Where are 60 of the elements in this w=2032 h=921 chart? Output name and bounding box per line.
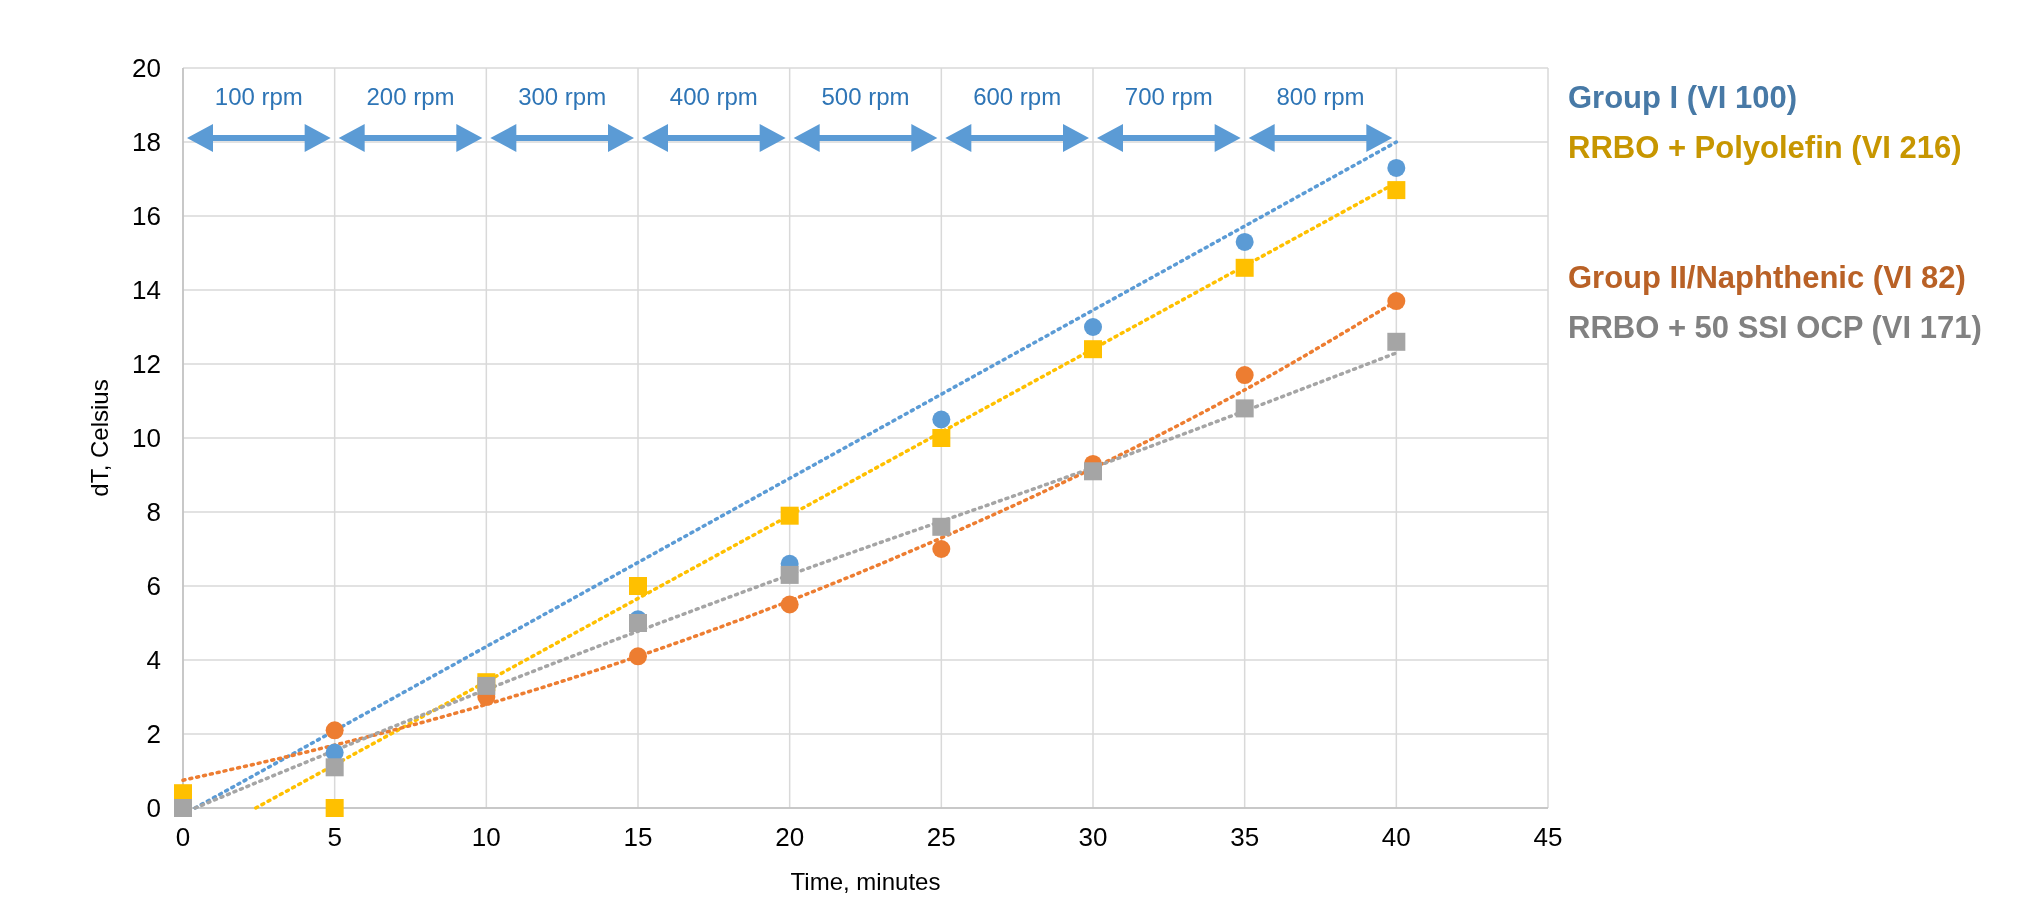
point: [1235, 258, 1254, 277]
annotation: 400 rpm: [669, 83, 758, 110]
y-tick-label: 16: [132, 201, 161, 231]
annotation: 200 rpm: [366, 83, 455, 110]
point: [1387, 332, 1406, 351]
text: Group II/Naphthenic (VI 82): [1568, 260, 1966, 295]
x-tick-label: 25: [926, 822, 956, 852]
y-tick-label: 14: [132, 275, 161, 305]
point: [325, 758, 344, 777]
point: [932, 410, 951, 429]
annotation: 300 rpm: [518, 83, 607, 110]
point: [1387, 158, 1406, 177]
y-tick-label: 12: [132, 349, 161, 379]
text: RRBO + Polyolefin (VI 216): [1568, 130, 1962, 165]
x-axis-title: Time, minutes: [790, 868, 941, 895]
point: [1084, 462, 1102, 481]
point: [174, 799, 192, 817]
point: [325, 799, 344, 817]
point: [325, 721, 344, 740]
annotation: 500 rpm: [821, 83, 910, 110]
y-tick-label: 10: [132, 423, 161, 453]
point: [629, 614, 647, 632]
point: [932, 429, 951, 447]
y-tick-label: 8: [146, 497, 161, 527]
text: Group I (VI 100): [1568, 80, 1798, 115]
x-tick-label: 10: [471, 822, 501, 852]
x-tick-label: 45: [1533, 822, 1563, 852]
point: [1387, 181, 1406, 200]
point: [1084, 318, 1102, 336]
point: [932, 517, 951, 536]
y-tick-label: 20: [132, 53, 161, 83]
annotation: 100 rpm: [214, 83, 303, 110]
x-tick-label: 20: [775, 822, 805, 852]
point: [780, 565, 799, 584]
x-tick-label: 0: [175, 822, 191, 852]
point: [780, 506, 799, 525]
y-axis-title: dT, Celsius: [86, 379, 113, 497]
annotation: 600 rpm: [973, 83, 1062, 110]
point: [1235, 399, 1254, 418]
x-tick-label: 5: [327, 822, 342, 852]
y-tick-label: 4: [146, 645, 161, 675]
text: RRBO + 50 SSI OCP (VI 171): [1568, 310, 1982, 345]
point: [1084, 340, 1102, 359]
point: [932, 540, 951, 558]
point: [629, 577, 647, 595]
x-tick-label: 40: [1381, 822, 1411, 852]
annotation: 800 rpm: [1276, 83, 1365, 110]
y-tick-label: 0: [146, 793, 161, 823]
y-tick-label: 6: [146, 571, 161, 601]
y-tick-label: 2: [146, 719, 161, 749]
x-tick-label: 15: [623, 822, 653, 852]
point: [629, 647, 647, 666]
point: [780, 595, 799, 614]
x-tick-label: 35: [1230, 822, 1260, 852]
x-tick-label: 30: [1078, 822, 1108, 852]
annotation: 700 rpm: [1124, 83, 1213, 110]
point: [1387, 292, 1406, 311]
point: [1235, 366, 1254, 385]
y-tick-label: 18: [132, 127, 161, 157]
point: [1235, 232, 1254, 251]
